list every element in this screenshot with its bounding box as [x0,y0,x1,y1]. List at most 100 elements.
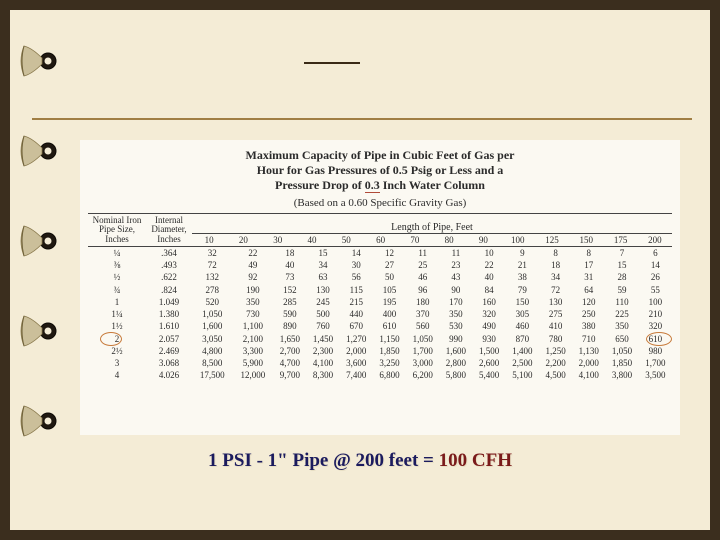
length-col-header: 30 [261,234,295,246]
cell-value: 5,800 [439,370,472,382]
cell-value: 3,300 [233,345,274,357]
cell-value: 14 [340,247,373,259]
cell-size: ⅜ [88,260,146,272]
scan-title: Maximum Capacity of Pipe in Cubic Feet o… [88,148,672,193]
cell-value: 32 [192,247,233,259]
cell-value: 1,270 [340,333,373,345]
cell-size: 3 [88,358,146,370]
cell-value: 14 [639,260,672,272]
cell-value: 2,300 [306,345,339,357]
table-row: 11.0495203502852452151951801701601501301… [88,296,672,308]
cell-value: 59 [605,284,638,296]
cell-value: 84 [473,284,506,296]
cell-value: 12,000 [233,370,274,382]
cell-value: 22 [473,260,506,272]
cell-value: 7 [605,247,638,259]
cell-value: 100 [639,296,672,308]
cell-value: 990 [439,333,472,345]
length-col-header: 10 [192,234,226,246]
length-col-header: 20 [226,234,260,246]
cell-value: 890 [273,321,306,333]
cell-value: 6,800 [373,370,406,382]
length-col-header: 40 [295,234,329,246]
cell-value: 6 [639,247,672,259]
cell-value: 8 [539,247,572,259]
binder-ring-icon [18,130,60,172]
cell-value: 210 [639,309,672,321]
length-col-header: 80 [432,234,466,246]
table-header-right: Length of Pipe, Feet 1020304050607080901… [192,214,672,246]
cell-value: 73 [273,272,306,284]
length-col-header: 150 [569,234,603,246]
table-header-size: Nominal Iron Pipe Size, Inches [88,214,146,246]
cell-value: 710 [572,333,605,345]
table-row: ½.62213292736356504643403834312826 [88,272,672,284]
cell-value: 1,050 [605,345,638,357]
table-header-length-cols: 102030405060708090100125150175200 [192,233,672,246]
cell-value: 132 [192,272,233,284]
data-table: ¼.36432221815141211111098876⅜.4937249403… [88,247,672,382]
horizontal-divider [32,118,692,120]
cell-value: 64 [572,284,605,296]
cell-value: 460 [506,321,539,333]
spiral-binding [18,16,74,516]
cell-value: 670 [340,321,373,333]
table-row: 1¼1.3801,0507305905004404003703503203052… [88,309,672,321]
cell-value: 350 [605,321,638,333]
cell-value: 2,000 [340,345,373,357]
cell-value: 3,500 [639,370,672,382]
cell-value: 18 [539,260,572,272]
cell-value: 760 [306,321,339,333]
cell-value: 440 [340,309,373,321]
cell-value: 55 [639,284,672,296]
cell-value: 1,130 [572,345,605,357]
cell-diameter: .622 [146,272,192,284]
cell-value: 26 [639,272,672,284]
table-header-diam: Internal Diameter, Inches [146,214,192,246]
cell-value: 152 [273,284,306,296]
length-col-header: 175 [603,234,637,246]
cell-value: 4,100 [306,358,339,370]
table-row: ⅜.4937249403430272523222118171514 [88,260,672,272]
cell-value: 1,050 [406,333,439,345]
cell-value: 50 [373,272,406,284]
cell-value: 6,200 [406,370,439,382]
cell-value: 1,450 [306,333,339,345]
length-col-header: 70 [398,234,432,246]
cell-value: 3,000 [406,358,439,370]
cell-diameter: 3.068 [146,358,192,370]
binder-ring-icon [18,400,60,442]
length-col-header: 50 [329,234,363,246]
cell-value: 490 [473,321,506,333]
cell-value: 5,900 [233,358,274,370]
table-row: 44.02617,50012,0009,7008,3007,4006,8006,… [88,370,672,382]
cell-value: 18 [273,247,306,259]
cell-value: 1,850 [373,345,406,357]
cell-value: 1,650 [273,333,306,345]
cell-size: ½ [88,272,146,284]
binder-ring-icon [18,40,60,82]
cell-value: 22 [233,247,274,259]
cell-value: 90 [439,284,472,296]
binder-ring-icon [18,220,60,262]
scan-title-line1: Maximum Capacity of Pipe in Cubic Feet o… [246,148,515,162]
cell-value: 1,850 [605,358,638,370]
cell-value: 350 [439,309,472,321]
cell-value: 245 [306,296,339,308]
cell-value: 17 [572,260,605,272]
cell-value: 17,500 [192,370,233,382]
cell-value: 4,500 [539,370,572,382]
cell-value: 190 [233,284,274,296]
table-row: ¼.36432221815141211111098876 [88,247,672,259]
cell-value: 780 [539,333,572,345]
cell-value: 250 [572,309,605,321]
table-row: ¾.8242781901521301151059690847972645955 [88,284,672,296]
cell-value: 610 [373,321,406,333]
cell-diameter: 2.057 [146,333,192,345]
cell-diameter: 1.380 [146,309,192,321]
cell-value: 34 [539,272,572,284]
scan-title-line3-post: Inch Water Column [380,178,485,192]
scan-title-line2: Hour for Gas Pressures of 0.5 Psig or Le… [257,163,504,177]
table-row: 33.0688,5005,9004,7004,1003,6003,2503,00… [88,358,672,370]
cell-diameter: 1.610 [146,321,192,333]
